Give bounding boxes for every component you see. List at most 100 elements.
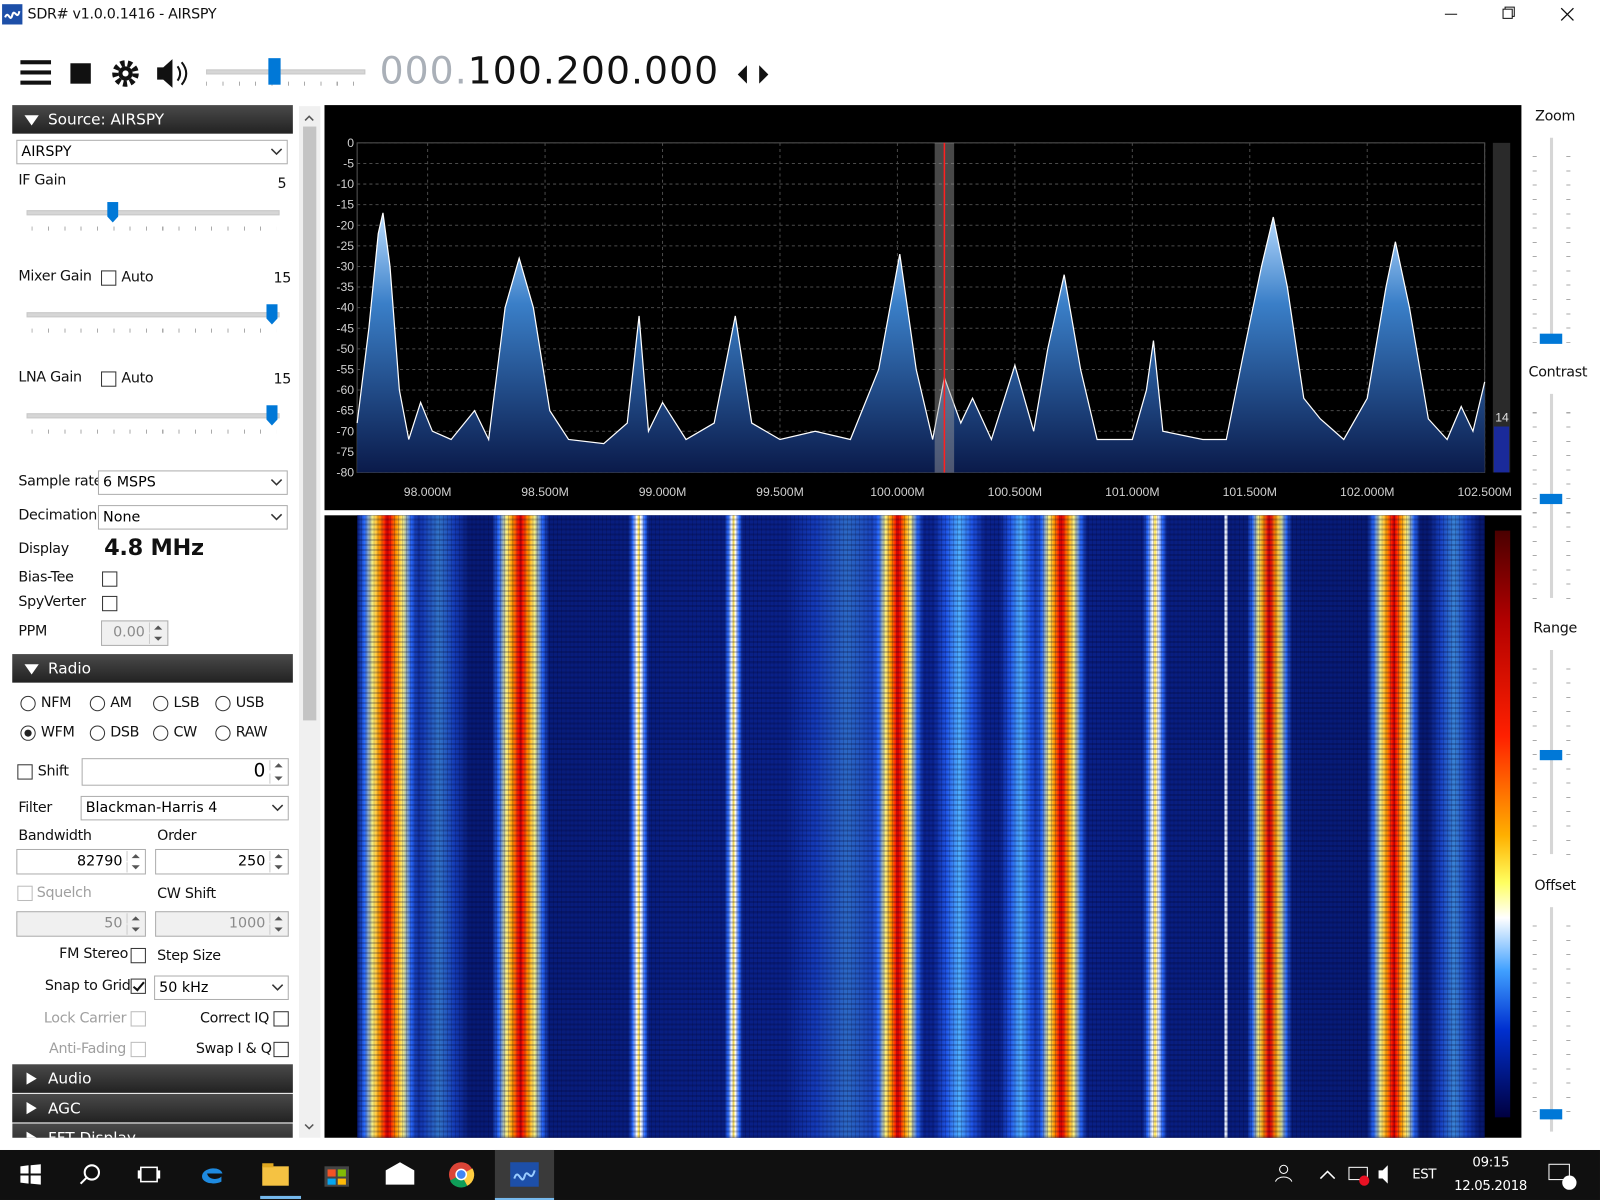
shift-spinner[interactable]: 0 xyxy=(81,758,289,786)
slider-ticks xyxy=(1566,656,1571,856)
signal-trace xyxy=(1224,515,1228,1138)
frequency-display[interactable]: 000.100.200.000 xyxy=(380,49,720,94)
checkbox[interactable] xyxy=(102,571,118,587)
label: Shift xyxy=(37,763,69,780)
window-buttons[interactable] xyxy=(1429,0,1600,31)
clock-date[interactable]: 12.05.2018 xyxy=(1454,1178,1527,1194)
slider-thumb[interactable] xyxy=(1539,749,1563,761)
checkbox[interactable] xyxy=(130,947,146,964)
slider-ticks xyxy=(1532,656,1537,856)
checkbox[interactable] xyxy=(273,1011,289,1027)
checkbox[interactable] xyxy=(102,595,118,612)
slider-track[interactable] xyxy=(26,413,280,419)
x-tick-label: 98.000M xyxy=(404,485,452,499)
panel-header[interactable]: Source: AIRSPY xyxy=(12,105,293,134)
value: 5 xyxy=(277,175,287,192)
checkbox[interactable] xyxy=(17,885,33,902)
spectrum-trace xyxy=(356,212,1486,445)
label: Auto xyxy=(121,370,154,387)
frequency-prefix: 000. xyxy=(379,48,468,93)
label: CW xyxy=(173,724,197,741)
waterfall-plot xyxy=(357,515,1485,1138)
radio-button[interactable] xyxy=(20,695,36,712)
slider-ticks xyxy=(1532,143,1537,343)
slider-thumb[interactable] xyxy=(1539,1109,1563,1120)
sample-rate-select[interactable]: 6 MSPS xyxy=(97,470,288,495)
slider-thumb[interactable] xyxy=(266,405,278,426)
signal-trace xyxy=(628,515,649,1138)
cw-shift-spinner[interactable]: 1000 xyxy=(155,911,289,937)
y-tick-label: -75 xyxy=(336,445,354,459)
clip: FFT Display xyxy=(12,1123,293,1138)
spectrum-area xyxy=(357,212,1485,473)
spectrum[interactable]: 0 -5 -10 -15 -20 -25 -30 -35 -40 -45 -50 -55 -60 -65 -… xyxy=(324,105,1522,511)
waterfall[interactable] xyxy=(324,515,1522,1138)
label: RAW xyxy=(235,724,268,741)
label: LSB xyxy=(173,694,200,712)
clock-time[interactable]: 09:15 xyxy=(1472,1155,1510,1171)
slider-thumb[interactable] xyxy=(1539,333,1563,344)
control-label: Range xyxy=(1533,620,1577,637)
checkbox[interactable] xyxy=(101,371,117,387)
checkbox[interactable] xyxy=(17,764,33,780)
language[interactable]: EST xyxy=(1412,1167,1437,1183)
label: Decimation xyxy=(18,507,97,524)
y-tick-label: -80 xyxy=(336,466,354,480)
slider-ticks xyxy=(31,328,277,333)
device-select[interactable]: AIRSPY xyxy=(16,139,288,165)
checkbox[interactable] xyxy=(130,1011,146,1027)
radio-button[interactable] xyxy=(89,725,106,741)
y-tick-label: -5 xyxy=(343,157,354,171)
volume-thumb[interactable] xyxy=(268,58,281,85)
slider-thumb[interactable] xyxy=(107,202,119,223)
volume-track[interactable] xyxy=(206,69,366,75)
slider-track[interactable] xyxy=(1549,907,1554,1132)
slider-track[interactable] xyxy=(1549,137,1554,342)
slider-track[interactable] xyxy=(26,312,280,318)
x-tick-label: 98.500M xyxy=(521,485,569,499)
y-tick-label: -10 xyxy=(336,177,354,191)
slider-track[interactable] xyxy=(26,210,280,216)
scroll-arrows[interactable] xyxy=(302,110,317,1134)
ppm-spinner[interactable]: 0.00 xyxy=(101,620,169,646)
toolbar-icons[interactable] xyxy=(18,56,222,91)
panel-header[interactable]: AGC xyxy=(12,1093,293,1123)
scroll-thumb[interactable] xyxy=(303,126,317,721)
order-spinner[interactable]: 250 xyxy=(155,848,289,875)
label: Sample rate xyxy=(18,473,103,490)
slider-ticks xyxy=(1532,399,1537,599)
label: DSB xyxy=(110,724,140,741)
bandwidth-spinner[interactable]: 82790 xyxy=(16,848,146,875)
x-tick-label: 102.000M xyxy=(1340,485,1394,499)
radio-button[interactable] xyxy=(215,725,231,741)
radio-button[interactable] xyxy=(215,695,231,712)
slider-thumb[interactable] xyxy=(266,304,278,325)
radio-button[interactable] xyxy=(153,695,169,712)
checkbox[interactable] xyxy=(273,1041,289,1058)
value: 15 xyxy=(273,270,292,287)
filter-select[interactable]: Blackman-Harris 4 xyxy=(80,795,289,821)
label: WFM xyxy=(40,724,75,741)
radio-button[interactable] xyxy=(89,695,106,712)
radio-button[interactable] xyxy=(153,725,169,741)
step-size-select[interactable]: 50 kHz xyxy=(154,975,289,1000)
checkbox[interactable] xyxy=(101,270,117,286)
label: Lock Carrier xyxy=(43,1010,127,1027)
signal-trace xyxy=(933,515,985,1138)
y-tick-label: -30 xyxy=(336,260,354,274)
tune-arrows[interactable] xyxy=(737,63,770,85)
radio-button[interactable] xyxy=(20,725,36,741)
signal-trace xyxy=(999,515,1041,1138)
decimation-select[interactable]: None xyxy=(97,505,288,530)
colorbar xyxy=(1494,530,1511,1118)
squelch-spinner[interactable]: 50 xyxy=(16,911,146,937)
panel-header[interactable]: Radio xyxy=(12,654,293,683)
panel-header[interactable]: Audio xyxy=(12,1064,293,1093)
panel-header[interactable]: FFT Display xyxy=(12,1123,293,1138)
taskbar-icons[interactable] xyxy=(0,1150,1600,1200)
control-label: Zoom xyxy=(1535,108,1576,125)
checkbox[interactable] xyxy=(130,1041,146,1058)
signal-trace xyxy=(357,515,419,1138)
checkbox[interactable] xyxy=(130,978,146,994)
slider-thumb[interactable] xyxy=(1539,493,1563,505)
